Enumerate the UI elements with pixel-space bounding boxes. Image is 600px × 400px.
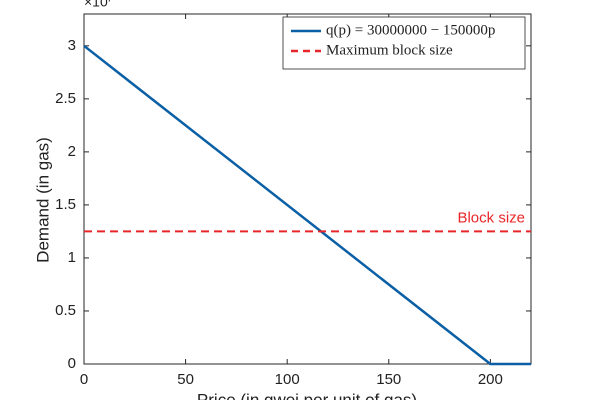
y-tick-label: 0.5 — [55, 302, 76, 319]
legend-box — [282, 16, 526, 70]
data-line — [83, 44, 531, 366]
x-tick-label: 0 — [80, 371, 88, 388]
x-axis-label: Price (in gwei per unit of gas) — [197, 390, 417, 400]
x-tick-label: 50 — [177, 371, 194, 388]
legend-label: Maximum block size — [326, 42, 453, 58]
x-tick-label: 100 — [275, 371, 300, 388]
reference-annotation: Block size — [457, 209, 525, 226]
y-tick-label: 0 — [68, 355, 76, 372]
y-tick-label: 3 — [68, 37, 76, 54]
legend-label: q(p) = 30000000 − 150000p — [326, 22, 495, 38]
x-tick-label: 150 — [376, 371, 401, 388]
y-tick-label: 1 — [68, 249, 76, 266]
plot-frame — [83, 13, 532, 365]
x-tick-label: 200 — [478, 371, 503, 388]
y-tick-label: 1.5 — [55, 196, 76, 213]
y-tick-label: 2.5 — [55, 90, 76, 107]
y-multiplier-exponent: 7 — [107, 0, 113, 5]
y-multiplier: ×10 — [84, 0, 108, 10]
y-tick-label: 2 — [68, 143, 76, 160]
y-axis-label: Demand (in gas) — [33, 137, 52, 263]
